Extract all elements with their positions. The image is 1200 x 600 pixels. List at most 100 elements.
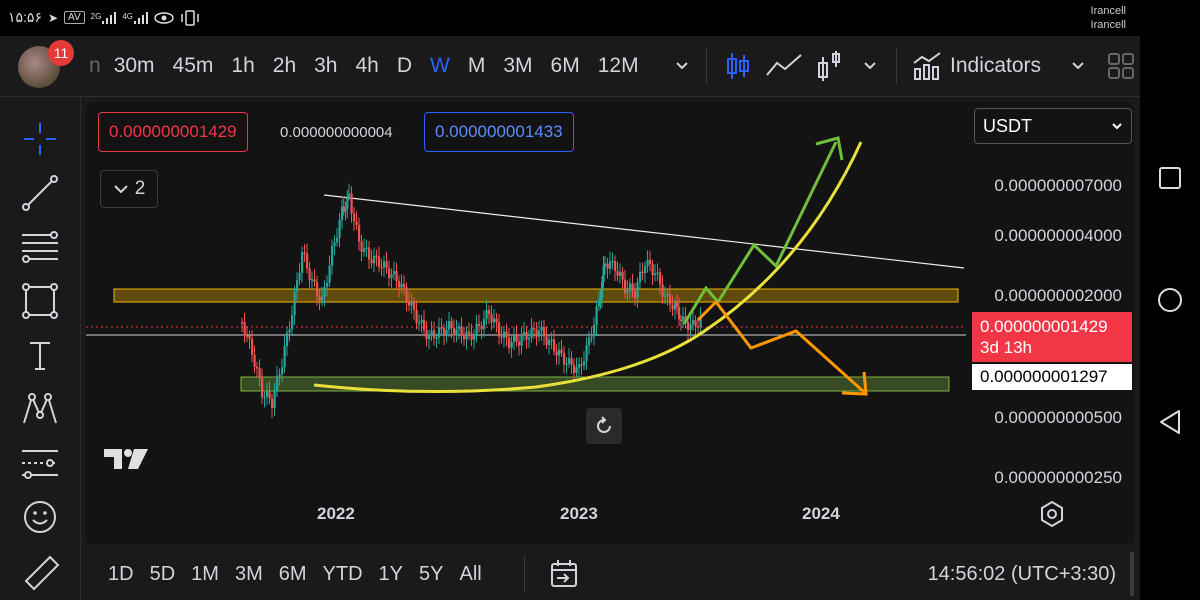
candle-body bbox=[644, 266, 647, 274]
reset-chart-button[interactable] bbox=[586, 408, 622, 444]
candle-body bbox=[530, 328, 533, 338]
candle-body bbox=[443, 327, 446, 336]
indicators-button[interactable]: Indicators bbox=[912, 46, 1041, 86]
signal-4g-indicator: 4G bbox=[122, 11, 148, 24]
candle-body bbox=[611, 261, 614, 263]
candle-body bbox=[350, 193, 353, 214]
candle-body bbox=[353, 213, 356, 222]
interval-d[interactable]: D bbox=[396, 54, 413, 77]
tradingview-logo-icon bbox=[104, 449, 148, 469]
candle-body bbox=[515, 335, 518, 342]
crosshair-tool[interactable] bbox=[14, 113, 66, 165]
fib-tool[interactable] bbox=[14, 221, 66, 273]
candle-body bbox=[438, 327, 441, 338]
indicators-dropdown-button[interactable] bbox=[1066, 46, 1090, 86]
trend-line-tool[interactable] bbox=[14, 167, 66, 219]
interval-3h[interactable]: 3h bbox=[314, 54, 338, 77]
recents-button[interactable] bbox=[1140, 148, 1200, 208]
interval-m[interactable]: M bbox=[467, 54, 486, 77]
candle-body bbox=[306, 253, 309, 269]
last-price-label: 0.000000001429 3d 13h bbox=[972, 312, 1132, 362]
candle-body bbox=[398, 281, 401, 288]
chart-area[interactable]: 0.000000001429 0.000000000004 0.00000000… bbox=[86, 102, 1134, 544]
range-6m[interactable]: 6M bbox=[278, 562, 307, 585]
grid-layout-icon bbox=[1108, 53, 1134, 79]
measure-tool[interactable] bbox=[14, 545, 66, 597]
range-3m[interactable]: 3M bbox=[234, 562, 263, 585]
interval-1h[interactable]: 1h bbox=[231, 54, 255, 77]
bearish-arrow-head bbox=[841, 371, 868, 396]
candles-group bbox=[241, 183, 702, 418]
candle-body bbox=[450, 321, 453, 329]
candle-body bbox=[599, 297, 602, 301]
candle-body bbox=[291, 315, 294, 330]
range-5d[interactable]: 5D bbox=[149, 562, 176, 585]
candle-body bbox=[358, 224, 361, 242]
interval-3m[interactable]: 3M bbox=[503, 54, 533, 77]
candle-body bbox=[293, 291, 296, 316]
interval-12m[interactable]: 12M bbox=[597, 54, 639, 77]
text-tool[interactable] bbox=[14, 329, 66, 381]
candle-body bbox=[626, 289, 629, 293]
candle-body bbox=[263, 396, 266, 399]
timezone-clock[interactable]: 14:56:02 (UTC+3:30) bbox=[927, 562, 1116, 585]
candle-body bbox=[266, 391, 269, 397]
candles-chart-type-button[interactable] bbox=[722, 46, 754, 86]
year-tick: 2024 bbox=[802, 504, 840, 523]
candle-body bbox=[243, 322, 246, 336]
rectangle-tool[interactable] bbox=[14, 275, 66, 327]
interval-2h[interactable]: 2h bbox=[272, 54, 297, 77]
gear-icon bbox=[1041, 500, 1063, 528]
rounding-bottom-curve[interactable] bbox=[313, 141, 863, 394]
candle-body bbox=[535, 329, 538, 337]
range-1d[interactable]: 1D bbox=[108, 562, 134, 585]
bullish-projection-path[interactable] bbox=[682, 141, 838, 325]
candle-body bbox=[458, 326, 461, 330]
range-all[interactable]: All bbox=[459, 562, 482, 585]
currency-select[interactable]: USDT bbox=[974, 108, 1132, 144]
candle-body bbox=[288, 329, 291, 333]
high-price-box[interactable]: 0.000000001433 bbox=[424, 112, 574, 152]
pattern-tool[interactable] bbox=[14, 383, 66, 435]
resistance-zone[interactable] bbox=[113, 288, 959, 303]
range-5y[interactable]: 5Y bbox=[419, 562, 444, 585]
bars-chart-type-button[interactable] bbox=[814, 46, 844, 86]
candle-body bbox=[301, 252, 304, 273]
chart-canvas[interactable] bbox=[86, 102, 1134, 544]
interval-dropdown-button[interactable] bbox=[668, 46, 696, 86]
candle-body bbox=[483, 318, 486, 330]
interval-30m[interactable]: 30m bbox=[113, 54, 155, 77]
trend-line[interactable] bbox=[323, 194, 965, 269]
indicator-collapse-button[interactable]: 2 bbox=[100, 170, 158, 208]
interval-w[interactable]: W bbox=[430, 54, 450, 77]
prediction-tool[interactable] bbox=[14, 437, 66, 489]
chevron-down-icon bbox=[113, 185, 128, 194]
chart-settings-button[interactable] bbox=[1038, 500, 1066, 533]
candle-body bbox=[503, 331, 506, 338]
go-to-date-button[interactable] bbox=[548, 558, 580, 595]
candle-body bbox=[545, 336, 548, 345]
range-1m[interactable]: 1M bbox=[191, 562, 219, 585]
home-button[interactable] bbox=[1140, 270, 1200, 330]
back-button[interactable] bbox=[1140, 392, 1200, 452]
tradingview-app: 11 n 30m 45m 1h 2h 3h 4h D W M 3M 6M 12M bbox=[0, 36, 1140, 600]
bearish-projection-path[interactable] bbox=[696, 299, 866, 394]
interval-6m[interactable]: 6M bbox=[550, 54, 580, 77]
line-chart-type-button[interactable] bbox=[764, 46, 804, 86]
chart-type-dropdown-button[interactable] bbox=[856, 46, 884, 86]
range-1y[interactable]: 1Y bbox=[378, 562, 404, 585]
interval-cut[interactable]: n bbox=[89, 54, 101, 77]
low-price-box[interactable]: 0.000000001429 bbox=[98, 112, 248, 152]
interval-4h[interactable]: 4h bbox=[355, 54, 379, 77]
icon-tool[interactable] bbox=[14, 491, 66, 543]
date-range-selector: 1D 5D 1M 3M 6M YTD 1Y 5Y All bbox=[100, 548, 490, 600]
top-toolbar: 11 n 30m 45m 1h 2h 3h 4h D W M 3M 6M 12M bbox=[0, 36, 1140, 97]
signal-2g-indicator: 2G bbox=[91, 11, 117, 24]
bullish-arrow-head bbox=[815, 136, 844, 161]
interval-45m[interactable]: 45m bbox=[172, 54, 214, 77]
candle-body bbox=[363, 248, 366, 252]
layout-button[interactable] bbox=[1106, 46, 1136, 86]
last-price-value: 0.000000001429 bbox=[980, 317, 1108, 336]
candle-body bbox=[326, 282, 329, 287]
range-ytd[interactable]: YTD bbox=[322, 562, 363, 585]
